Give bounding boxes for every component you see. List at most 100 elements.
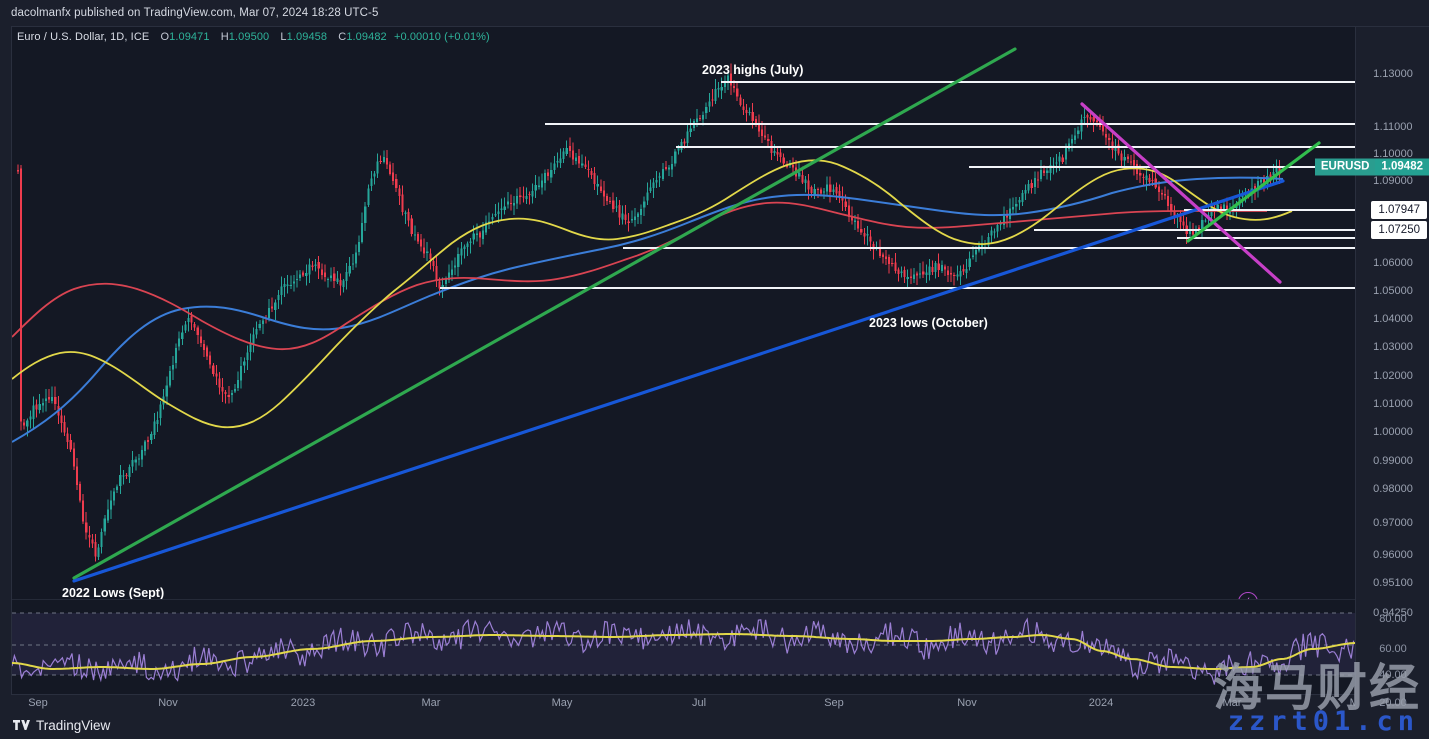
candle-body (832, 189, 835, 193)
candle-body (683, 141, 686, 144)
legend-high-label: H (220, 31, 229, 43)
price-level-label[interactable]: 1.07947 (1371, 201, 1427, 219)
candle-body (829, 184, 832, 193)
candle-body (373, 173, 376, 177)
candle-body (903, 270, 906, 278)
candle-body (1111, 141, 1114, 151)
price-tick: 1.05000 (1373, 285, 1413, 297)
candle-body (947, 270, 950, 275)
candle-body (283, 284, 286, 287)
candle-body (1027, 184, 1030, 191)
candle-body (435, 266, 438, 281)
candle-body (1108, 137, 1111, 140)
candle-body (144, 441, 147, 451)
candle-body (556, 161, 559, 163)
candle-body (897, 269, 900, 275)
candle-body (125, 474, 128, 477)
candle-body (537, 185, 540, 187)
candle-body (618, 205, 621, 218)
candle-body (1095, 120, 1098, 122)
candle-body (912, 274, 915, 280)
candle-body (686, 131, 689, 143)
candle-body (147, 440, 150, 442)
candle-body (109, 500, 112, 510)
candle-body (221, 386, 224, 392)
candle-body (240, 366, 243, 381)
candle-body (562, 151, 565, 160)
candle-body (97, 547, 100, 558)
candle-body (1225, 205, 1228, 212)
price-level-label[interactable]: 1.07250 (1371, 221, 1427, 239)
candle-body (906, 276, 909, 280)
candle-body (1222, 204, 1225, 210)
chart-annotation-label[interactable]: 2022 Lows (Sept) (62, 586, 165, 599)
trendlines (72, 47, 1321, 583)
candle-body (646, 192, 649, 201)
tradingview-logo[interactable]: TradingView (13, 714, 110, 736)
candle-body (361, 222, 364, 242)
candle-body (190, 315, 193, 323)
candle-body (1216, 204, 1219, 210)
chart-annotation-label[interactable]: 2023 lows (October) (869, 316, 988, 330)
candle-body (48, 396, 51, 400)
resistance-trendline-magenta[interactable] (1080, 102, 1282, 284)
candle-body (630, 218, 633, 221)
candle-body (1086, 115, 1089, 118)
candle-body (339, 279, 342, 286)
candle-body (584, 164, 587, 167)
badge-value: 1.09482 (1375, 158, 1429, 176)
candle-body (330, 275, 333, 278)
rsi-pane[interactable] (12, 601, 1356, 695)
candle-body (844, 201, 847, 207)
candle-body (227, 395, 230, 397)
candle-body (1167, 195, 1170, 206)
candle-body (1083, 116, 1086, 119)
candle-body (320, 269, 323, 275)
current-price-badge[interactable]: EURUSD 1.09482 (1314, 158, 1429, 176)
candle-body (568, 145, 571, 152)
candle-body (212, 365, 215, 374)
candle-body (767, 139, 770, 141)
support-trendline-green[interactable] (72, 47, 1017, 580)
legend-low-value: 1.09458 (286, 31, 328, 43)
candle-body (255, 329, 258, 335)
candle-body (506, 201, 509, 205)
support-trendline-blue[interactable] (72, 179, 1285, 583)
candle-body (1089, 117, 1092, 120)
time-axis[interactable]: SepNov2023MarMayJulSepNov2024MarMay (11, 694, 1429, 714)
candle-body (106, 509, 109, 521)
candle-body (531, 190, 534, 197)
candle-body (230, 393, 233, 396)
candle-body (965, 269, 968, 274)
candle-body (72, 448, 75, 467)
candle-body (17, 170, 20, 172)
candle-body (29, 416, 32, 420)
candle-body (1126, 156, 1129, 160)
time-tick: Mar (1222, 697, 1242, 709)
ma-medium-line (12, 201, 1267, 351)
candle-body (857, 220, 860, 229)
candle-body (438, 281, 441, 289)
candle-body (1102, 124, 1105, 132)
candle-body (810, 187, 813, 193)
candle-body (1164, 194, 1167, 196)
candle-body (748, 111, 751, 114)
candle-body (206, 347, 209, 357)
candle-body (534, 185, 537, 191)
breakout-trendline-green[interactable] (1186, 141, 1321, 243)
chart-annotation-label[interactable]: 2023 highs (July) (702, 63, 804, 77)
price-axis[interactable]: 1.130001.110001.100001.090001.080001.060… (1314, 27, 1429, 710)
candle-body (1058, 156, 1061, 162)
candle-body (376, 161, 379, 174)
candle-body (925, 272, 928, 276)
candle-body (779, 152, 782, 158)
candle-body (420, 239, 423, 247)
candle-body (516, 196, 519, 204)
candle-body (1201, 220, 1204, 231)
price-pane[interactable]: 2023 highs (July) 2023 lows (October) 2022… (12, 27, 1356, 599)
candle-body (119, 475, 122, 487)
price-tick: 0.99000 (1373, 455, 1413, 467)
candle-body (950, 273, 953, 275)
candle-body (23, 422, 26, 426)
